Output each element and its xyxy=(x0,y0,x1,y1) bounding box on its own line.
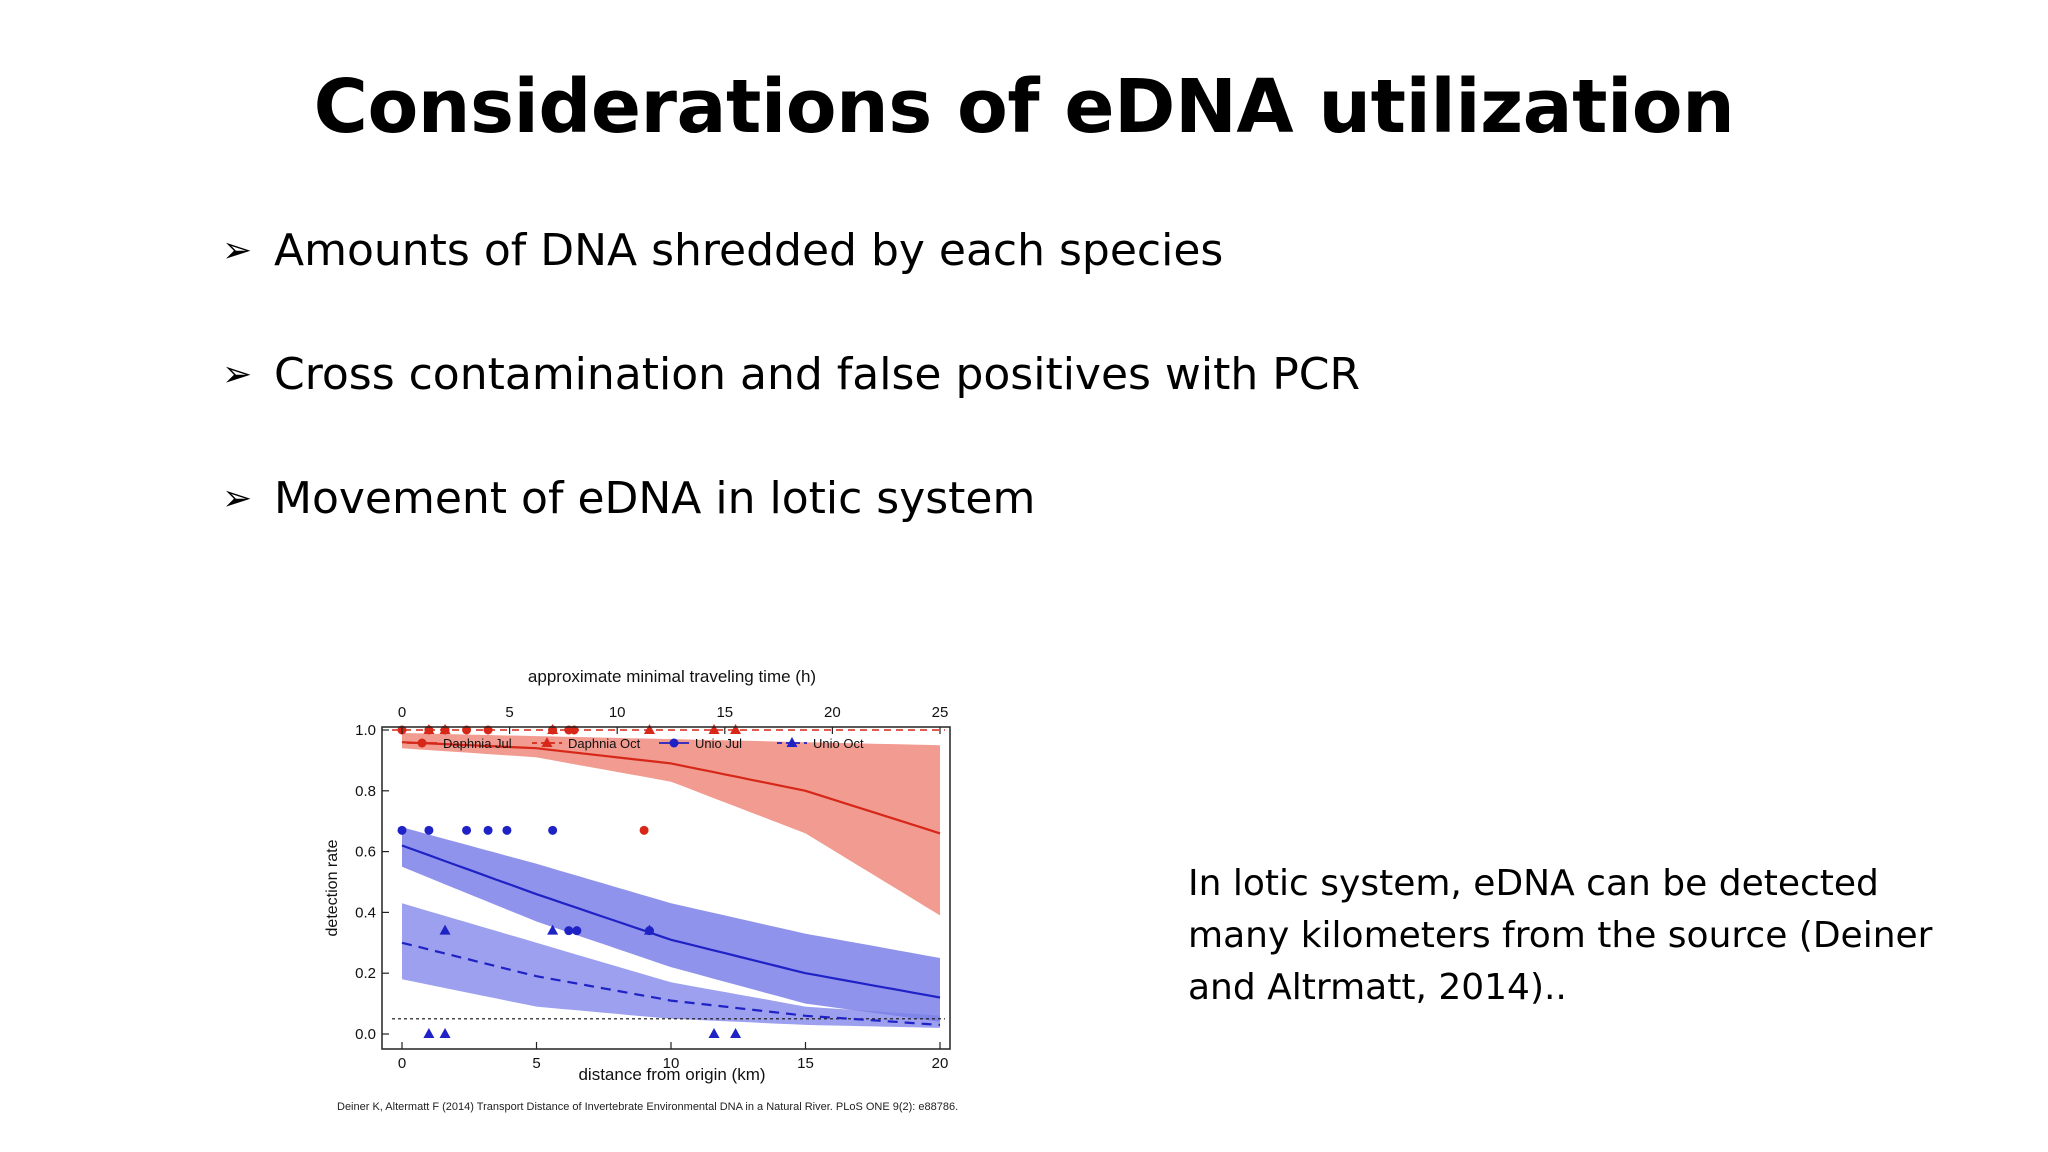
y-tick-label: 0.0 xyxy=(355,1026,376,1043)
data-point-daphnia-oct xyxy=(547,724,559,734)
figure-citation: Deiner K, Altermatt F (2014) Transport D… xyxy=(337,1101,958,1113)
detection-rate-chart: 0 5 10 15 20 0 5 10 15 20 25 0.0 0.2 0.4 0.6 0.8 1.0 Dap… xyxy=(324,667,958,1113)
data-point-unio-jul xyxy=(572,926,582,936)
y-tick-label: 0.2 xyxy=(355,965,376,982)
bullet-text: Cross contamination and false positives … xyxy=(274,348,1361,400)
x-tick-label: 15 xyxy=(797,1055,814,1072)
top-tick-label: 20 xyxy=(824,704,841,721)
data-point-unio-jul xyxy=(502,825,512,835)
data-point-unio-jul xyxy=(548,825,558,835)
plot-frame xyxy=(381,726,951,1050)
data-point-unio-oct xyxy=(547,924,559,935)
legend-marker xyxy=(417,738,427,748)
x-tick-label: 0 xyxy=(398,1055,406,1072)
top-tick-label: 0 xyxy=(398,704,406,721)
top-tick-label: 15 xyxy=(716,704,733,721)
side-note: In lotic system, eDNA can be detected ma… xyxy=(1188,863,1933,1008)
data-point-unio-oct xyxy=(708,1028,720,1038)
top-tick-label: 5 xyxy=(505,704,513,721)
confidence-band-unio-oct xyxy=(402,903,940,1028)
slide-title: Considerations of eDNA utilization xyxy=(313,64,1735,150)
bullet-item: ➢ Movement of eDNA in lotic system xyxy=(222,468,1360,528)
data-point-unio-oct xyxy=(643,924,655,935)
data-point-daphnia-oct xyxy=(439,724,451,734)
legend-marker xyxy=(541,737,553,747)
top-tick-label: 10 xyxy=(609,704,626,721)
legend-marker xyxy=(669,738,679,748)
x-tick-label: 20 xyxy=(932,1055,949,1072)
y-axis-label: detection rate xyxy=(324,839,341,936)
data-point-unio-jul xyxy=(483,825,493,835)
arrow-bullet-icon: ➢ xyxy=(222,477,253,519)
data-point-unio-jul xyxy=(424,825,434,835)
arrow-bullet-icon: ➢ xyxy=(222,353,253,395)
confidence-band-daphnia-jul xyxy=(402,733,940,916)
legend-label: Unio Jul xyxy=(695,736,742,751)
data-point-unio-jul xyxy=(462,825,472,835)
data-point-daphnia-jul xyxy=(639,825,649,835)
data-point-daphnia-oct xyxy=(708,724,720,734)
x-axis-label: distance from origin (km) xyxy=(578,1065,765,1084)
bullet-list: ➢ Amounts of DNA shredded by each specie… xyxy=(222,220,1360,592)
bullet-text: Amounts of DNA shredded by each species xyxy=(274,224,1224,276)
y-tick-label: 1.0 xyxy=(355,722,376,739)
data-point-unio-oct xyxy=(423,1028,435,1038)
bullet-text: Movement of eDNA in lotic system xyxy=(274,472,1036,524)
legend-label: Daphnia Oct xyxy=(568,736,641,751)
detection-rate-figure: 0 5 10 15 20 0 5 10 15 20 25 0.0 0.2 0.4 0.6 0.8 1.0 Dap… xyxy=(297,632,1133,1120)
data-point-daphnia-oct xyxy=(643,724,655,734)
y-tick-label: 0.8 xyxy=(355,783,376,800)
top-tick-label: 25 xyxy=(932,704,949,721)
fit-line-daphnia-jul xyxy=(401,741,941,835)
fit-line-unio-oct xyxy=(401,941,941,1026)
fit-line-unio-jul xyxy=(401,844,941,999)
data-point-unio-oct xyxy=(730,1028,742,1038)
bullet-item: ➢ Cross contamination and false positive… xyxy=(222,344,1360,404)
bullet-item: ➢ Amounts of DNA shredded by each specie… xyxy=(222,220,1360,280)
data-point-daphnia-oct xyxy=(730,724,742,734)
data-point-unio-oct xyxy=(439,924,451,935)
data-point-unio-oct xyxy=(439,1028,451,1038)
y-tick-label: 0.6 xyxy=(355,844,376,861)
x-tick-label: 10 xyxy=(663,1055,680,1072)
top-axis-label: approximate minimal traveling time (h) xyxy=(528,667,816,686)
legend-label: Daphnia Jul xyxy=(443,736,512,751)
legend-marker xyxy=(786,737,798,747)
data-point-unio-jul xyxy=(564,926,574,936)
x-tick-label: 5 xyxy=(532,1055,540,1072)
data-point-unio-jul xyxy=(397,825,407,835)
legend-label: Unio Oct xyxy=(813,736,864,751)
data-point-daphnia-oct xyxy=(423,724,435,734)
arrow-bullet-icon: ➢ xyxy=(222,229,253,271)
y-tick-label: 0.4 xyxy=(355,904,376,921)
